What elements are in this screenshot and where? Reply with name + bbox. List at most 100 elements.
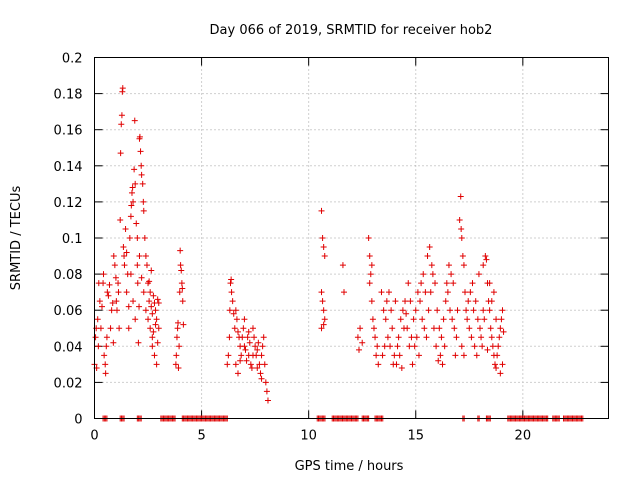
data-point bbox=[224, 361, 231, 368]
data-point bbox=[104, 289, 111, 296]
data-point bbox=[387, 343, 394, 350]
data-point bbox=[421, 325, 428, 332]
data-point bbox=[248, 364, 255, 371]
data-point bbox=[127, 271, 134, 278]
data-point bbox=[151, 352, 158, 359]
data-point bbox=[245, 328, 252, 335]
data-point bbox=[260, 334, 267, 341]
data-point bbox=[499, 307, 506, 314]
data-point bbox=[464, 316, 471, 323]
data-point bbox=[134, 235, 141, 241]
data-point bbox=[249, 352, 256, 359]
x-tick-label: 15 bbox=[407, 429, 424, 444]
data-point bbox=[263, 388, 270, 395]
data-point bbox=[134, 262, 141, 269]
data-point bbox=[440, 316, 447, 323]
data-point bbox=[482, 253, 489, 260]
data-point bbox=[457, 193, 464, 200]
data-point bbox=[420, 271, 427, 278]
data-point bbox=[414, 289, 421, 296]
data-point bbox=[372, 334, 379, 341]
data-point bbox=[473, 352, 480, 359]
data-point bbox=[149, 343, 156, 350]
data-point bbox=[240, 325, 247, 332]
data-point bbox=[418, 280, 425, 287]
data-point bbox=[251, 334, 258, 341]
data-point bbox=[441, 343, 448, 350]
data-point bbox=[321, 316, 328, 323]
data-point bbox=[385, 289, 392, 296]
data-point bbox=[439, 361, 446, 368]
data-point bbox=[466, 325, 473, 332]
y-tick-label: 0.04 bbox=[54, 340, 83, 355]
data-point bbox=[395, 334, 402, 341]
data-point bbox=[113, 307, 120, 314]
data-point bbox=[475, 271, 482, 278]
data-point bbox=[405, 280, 412, 287]
data-point bbox=[174, 325, 181, 332]
data-point bbox=[179, 298, 186, 305]
data-point bbox=[373, 352, 380, 359]
data-point bbox=[419, 316, 426, 323]
data-point bbox=[132, 180, 139, 187]
data-point bbox=[486, 280, 493, 287]
data-point bbox=[136, 303, 143, 310]
y-tick-label: 0 bbox=[74, 413, 82, 428]
data-point bbox=[428, 262, 435, 269]
data-point bbox=[429, 271, 436, 278]
data-point bbox=[258, 352, 265, 359]
data-point bbox=[127, 213, 134, 220]
data-point bbox=[366, 280, 373, 287]
data-point bbox=[389, 325, 396, 332]
data-point bbox=[359, 339, 366, 346]
data-point bbox=[257, 370, 264, 377]
data-point bbox=[128, 189, 135, 196]
data-point bbox=[150, 292, 157, 299]
data-point bbox=[138, 171, 145, 178]
data-point bbox=[115, 280, 122, 287]
data-point bbox=[493, 316, 500, 323]
data-point bbox=[391, 352, 398, 359]
data-point bbox=[406, 343, 413, 350]
data-point bbox=[264, 397, 271, 404]
ticks: 0 0.02 0.04 0.06 0.08 0.1 0.12 0.14 0.16 0.18 0.2 0… bbox=[54, 52, 609, 444]
x-tick-label: 5 bbox=[197, 429, 205, 444]
y-tick-label: 0.02 bbox=[54, 376, 83, 391]
data-point bbox=[94, 316, 101, 323]
data-point bbox=[354, 334, 361, 341]
data-point bbox=[146, 278, 153, 285]
data-point bbox=[484, 346, 491, 353]
data-point bbox=[407, 298, 414, 305]
data-point bbox=[238, 352, 245, 359]
data-point bbox=[150, 328, 157, 335]
data-point bbox=[499, 361, 506, 368]
data-point bbox=[427, 289, 434, 296]
data-point bbox=[147, 325, 154, 332]
data-point bbox=[320, 244, 327, 251]
data-point bbox=[149, 310, 156, 317]
data-point bbox=[120, 244, 127, 251]
data-point bbox=[108, 307, 115, 314]
data-point bbox=[478, 334, 485, 341]
data-point bbox=[135, 339, 142, 346]
data-point bbox=[453, 334, 460, 341]
data-point bbox=[241, 316, 248, 323]
data-point bbox=[252, 343, 259, 350]
data-point bbox=[381, 343, 388, 350]
data-point bbox=[154, 296, 161, 303]
data-point bbox=[142, 253, 149, 260]
data-point bbox=[497, 325, 504, 332]
data-point bbox=[496, 334, 503, 341]
data-point bbox=[400, 325, 407, 332]
data-point bbox=[140, 198, 147, 205]
data-point bbox=[232, 361, 239, 368]
data-point bbox=[109, 299, 116, 306]
data-point bbox=[465, 298, 472, 305]
data-point bbox=[318, 325, 325, 332]
data-point bbox=[141, 235, 148, 241]
data-point bbox=[155, 325, 162, 332]
data-point bbox=[413, 334, 420, 341]
data-point bbox=[237, 357, 244, 364]
data-point bbox=[462, 289, 469, 296]
data-point bbox=[92, 334, 99, 341]
